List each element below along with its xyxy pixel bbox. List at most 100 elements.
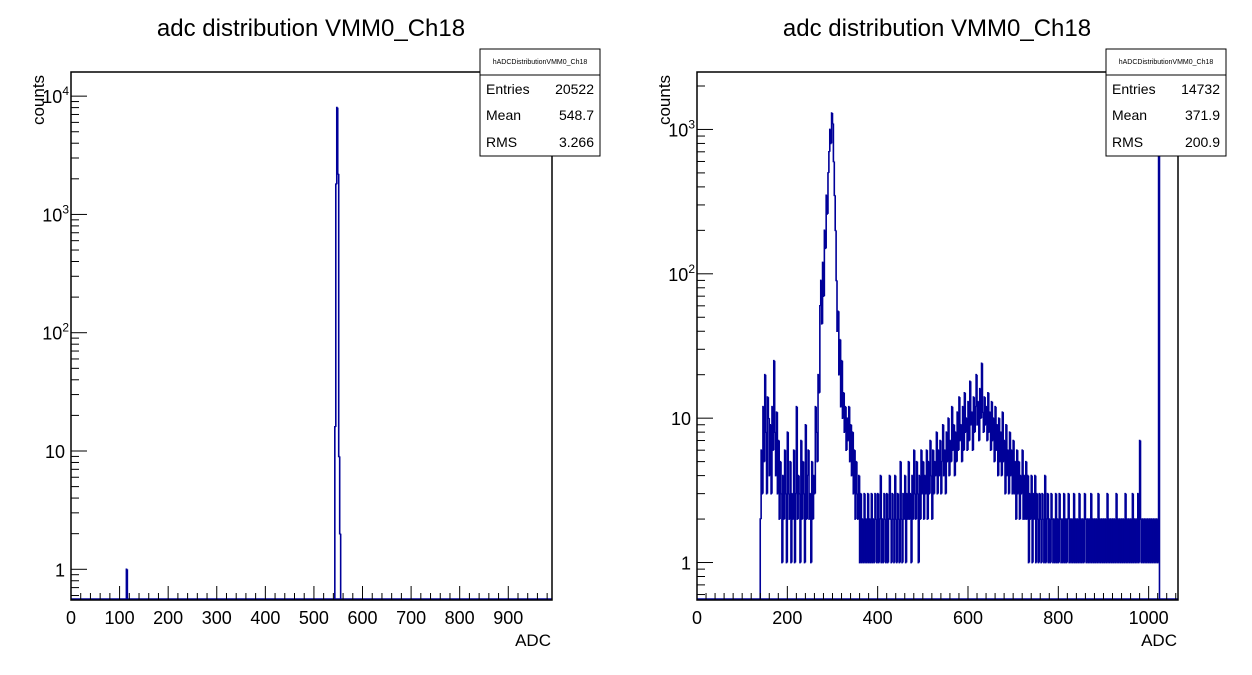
right-histogram-bin bbox=[1015, 449, 1018, 520]
right-histogram-bin bbox=[792, 449, 795, 520]
right-histogram-bin bbox=[961, 405, 964, 462]
right-histogram-bin bbox=[997, 417, 1000, 476]
right-histogram-bin bbox=[764, 374, 767, 433]
right-histogram-bin bbox=[1006, 449, 1009, 476]
left-y-tick-label: 103 bbox=[42, 202, 69, 225]
right-histogram-bin bbox=[814, 405, 817, 494]
left-x-tick-label: 500 bbox=[299, 608, 329, 628]
right-histogram-bin bbox=[794, 492, 797, 563]
right-stats-box: hADCDistributionVMM0_Ch18 Entries 14732 … bbox=[1105, 48, 1227, 157]
right-histogram-bin bbox=[1139, 440, 1142, 520]
right-histogram-bin bbox=[1036, 493, 1039, 520]
right-histogram-bin bbox=[943, 449, 946, 476]
left-stats-name: hADCDistributionVMM0_Ch18 bbox=[493, 59, 588, 66]
right-histogram-bin bbox=[950, 440, 952, 463]
right-histogram-bin bbox=[950, 405, 953, 462]
right-histogram-bin bbox=[833, 161, 836, 197]
right-histogram-bin bbox=[827, 172, 829, 214]
right-histogram-bin bbox=[1035, 492, 1038, 563]
right-histogram-bin bbox=[1088, 518, 1090, 563]
right-histogram-bin bbox=[978, 387, 981, 441]
right-histogram-bin bbox=[892, 493, 894, 520]
right-histogram-bin bbox=[760, 449, 763, 520]
right-histogram-bin bbox=[1041, 492, 1043, 563]
right-histogram-bin bbox=[1152, 518, 1155, 563]
right-histogram-bin bbox=[816, 432, 819, 463]
right-histogram-bin bbox=[819, 305, 821, 393]
right-histogram-bin bbox=[830, 112, 833, 144]
right-histogram-bin bbox=[937, 449, 940, 494]
right-histogram-bin bbox=[1023, 474, 1025, 520]
right-histogram-bin bbox=[887, 518, 890, 563]
right-histogram-bin bbox=[923, 474, 926, 520]
right-histogram-bin bbox=[1097, 492, 1099, 563]
right-histogram-bin bbox=[1045, 518, 1048, 563]
right-histogram-bin bbox=[1118, 518, 1121, 563]
right-histogram-bin bbox=[870, 492, 873, 563]
right-histogram-bin bbox=[1102, 518, 1105, 563]
right-histogram-bin bbox=[859, 492, 862, 563]
right-histogram-bin bbox=[857, 474, 860, 520]
right-histogram-bin bbox=[968, 401, 970, 442]
right-histogram-bin bbox=[865, 518, 867, 563]
right-histogram-bin bbox=[1129, 518, 1132, 563]
right-x-tick-label: 1000 bbox=[1129, 608, 1169, 628]
right-histogram-bin bbox=[1100, 518, 1103, 563]
left-histogram-bin bbox=[337, 173, 340, 458]
right-histogram-bin bbox=[992, 417, 995, 441]
right-histogram-bin bbox=[960, 424, 963, 463]
right-histogram-bin bbox=[762, 405, 764, 494]
right-histogram-bin bbox=[935, 431, 938, 476]
right-x-tick-label: 200 bbox=[772, 608, 802, 628]
right-histogram-bin bbox=[902, 492, 904, 563]
right-histogram-bin bbox=[991, 401, 994, 442]
right-histogram-bin bbox=[920, 449, 922, 520]
right-histogram-bin bbox=[1071, 518, 1073, 563]
right-histogram-bin bbox=[946, 432, 949, 463]
right-histogram-bin bbox=[897, 493, 900, 520]
right-histogram-bin bbox=[1084, 493, 1087, 520]
right-histogram-bin bbox=[856, 461, 858, 495]
right-histogram-bin bbox=[986, 406, 988, 442]
right-histogram-bin bbox=[1054, 492, 1057, 563]
left-x-tick-label: 800 bbox=[445, 608, 475, 628]
right-histogram-bin bbox=[970, 411, 973, 425]
right-histogram-bin bbox=[894, 475, 897, 520]
right-histogram-bin bbox=[1093, 518, 1096, 563]
right-histogram-bin bbox=[784, 450, 787, 495]
right-histogram-bin bbox=[876, 492, 879, 563]
left-y-axis-label: counts bbox=[29, 75, 48, 125]
right-histogram-bin bbox=[889, 475, 892, 520]
right-axes: 0 200 400 600 800 1000 1 10 102 103 bbox=[668, 85, 1177, 628]
left-histogram-bin bbox=[334, 426, 336, 600]
right-histogram-bin bbox=[1111, 518, 1114, 563]
right-histogram-bin bbox=[1109, 518, 1112, 563]
right-histogram-bin bbox=[821, 261, 824, 324]
right-histogram-bin bbox=[846, 417, 848, 451]
right-histogram-bin bbox=[868, 518, 871, 563]
right-histogram-bin bbox=[1127, 518, 1130, 563]
right-histogram-bin bbox=[773, 360, 776, 433]
right-histogram-bin bbox=[826, 195, 828, 215]
left-stats-entries-label: Entries bbox=[486, 81, 530, 97]
right-histogram-bin bbox=[787, 432, 790, 495]
right-chart-title: adc distribution VMM0_Ch18 bbox=[783, 15, 1091, 42]
left-histogram-bin bbox=[334, 183, 337, 427]
right-panel: adc distribution VMM0_Ch18 counts ADC 0 2… bbox=[655, 15, 1227, 650]
right-histogram-bin bbox=[945, 431, 948, 494]
right-histogram-bin bbox=[1001, 411, 1004, 476]
right-x-tick-label: 800 bbox=[1043, 608, 1073, 628]
right-histogram-bin bbox=[795, 405, 798, 494]
right-histogram-bin bbox=[847, 405, 850, 441]
right-histogram-bin bbox=[1120, 518, 1123, 563]
right-histogram-bin bbox=[1126, 518, 1128, 563]
right-histogram-bin bbox=[931, 449, 934, 520]
left-chart-title: adc distribution VMM0_Ch18 bbox=[157, 15, 465, 42]
right-x-tick-label: 600 bbox=[953, 608, 983, 628]
right-stats-mean-value: 371.9 bbox=[1185, 107, 1220, 123]
right-histogram-bin bbox=[874, 492, 876, 563]
right-histogram-bin bbox=[969, 381, 972, 426]
left-panel: adc distribution VMM0_Ch18 counts ADC 0 1… bbox=[29, 15, 601, 650]
right-histogram-bin bbox=[1083, 492, 1086, 563]
